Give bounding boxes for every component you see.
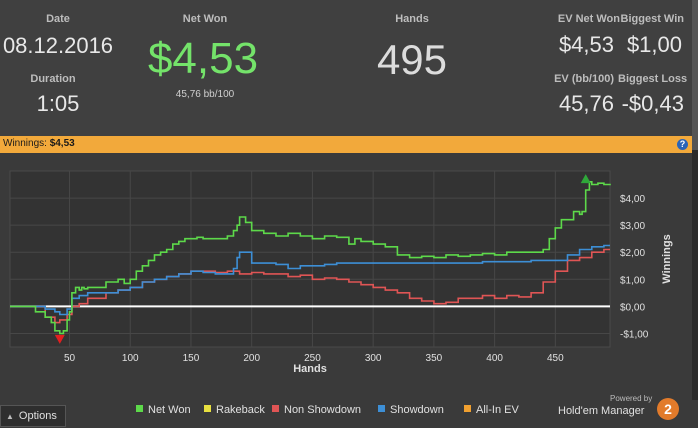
x-tick-label: 100 (122, 353, 139, 364)
y-tick-label: $0,00 (620, 302, 645, 313)
x-tick-label: 450 (547, 353, 564, 364)
legend-item-non-showdown[interactable]: Non Showdown (272, 404, 361, 420)
session-stats-panel: Date 08.12.2016 Duration 1:05 Net Won $4… (0, 0, 698, 136)
winnings-label: Winnings: (3, 138, 47, 149)
y-tick-label: $2,00 (620, 248, 645, 259)
legend-swatch-icon (204, 405, 211, 412)
chart-markers (54, 174, 591, 344)
scrollbar-thumb[interactable] (692, 0, 698, 150)
ev-bb100-label: EV (bb/100) (554, 73, 614, 85)
winnings-value: $4,53 (49, 138, 75, 149)
net-won-bb100: 45,76 bb/100 (175, 89, 235, 100)
hands-label: Hands (395, 13, 429, 25)
legend-label: Showdown (390, 404, 444, 416)
legend-item-showdown[interactable]: Showdown (378, 404, 444, 420)
biggest-loss-label: Biggest Loss (618, 73, 688, 85)
date-value: 08.12.2016 (2, 33, 114, 58)
ev-net-won-value: $4,53 (558, 32, 614, 57)
vertical-scrollbar[interactable] (692, 0, 698, 428)
x-axis-ticks: 50 100 150 200 250 300 350 400 450 (64, 353, 564, 364)
legend-label: Non Showdown (284, 404, 362, 416)
winnings-chart: 50 100 150 200 250 300 350 400 450 -$1,00 $0,00 $1… (9, 170, 673, 375)
y-axis-label: Winnings (661, 234, 673, 283)
y-tick-label: $3,00 (620, 221, 645, 232)
biggest-win-label: Biggest Win (620, 13, 684, 25)
hands-value: 495 (376, 36, 448, 83)
x-tick-label: 200 (243, 353, 260, 364)
y-tick-label: -$1,00 (620, 329, 649, 340)
series-line-non-showdown (10, 248, 610, 324)
chevron-up-icon: ▲ (6, 412, 14, 421)
legend-swatch-icon (464, 405, 471, 412)
legend-item-rakeback[interactable]: Rakeback (204, 404, 265, 420)
series-line-showdown (10, 244, 610, 316)
date-label: Date (46, 13, 70, 25)
x-tick-label: 150 (183, 353, 200, 364)
y-tick-label: $4,00 (620, 194, 645, 205)
x-tick-label: 350 (426, 353, 443, 364)
x-tick-label: 250 (304, 353, 321, 364)
duration-value: 1:05 (36, 91, 80, 116)
legend-swatch-icon (136, 405, 143, 412)
legend-swatch-icon (378, 405, 385, 412)
powered-by-text: Powered by (610, 394, 653, 403)
brand-name: Hold'em Manager (558, 405, 645, 417)
x-tick-label: 400 (486, 353, 503, 364)
x-tick-label: 50 (64, 353, 76, 364)
net-won-value: $4,53 (147, 34, 259, 83)
ev-bb100-value: 45,76 (558, 91, 614, 116)
legend-item-net-won[interactable]: Net Won (136, 404, 191, 420)
winnings-chart-area: 50 100 150 200 250 300 350 400 450 -$1,00 $0,00 $1… (0, 153, 692, 400)
legend-label: All-In EV (476, 404, 519, 416)
footer-bar (0, 400, 698, 428)
chart-series (10, 181, 611, 335)
x-tick-label: 300 (365, 353, 382, 364)
options-button[interactable]: ▲ Options (0, 405, 66, 427)
min-marker-icon (54, 334, 65, 344)
max-marker-icon (580, 174, 591, 184)
biggest-win-value: $1,00 (626, 32, 682, 57)
legend-label: Net Won (148, 404, 191, 416)
ev-net-won-label: EV Net Won (557, 13, 620, 25)
duration-label: Duration (30, 73, 76, 85)
winnings-bar-text: Winnings: $4,53 (3, 138, 75, 149)
hm2-logo-icon: 2 (657, 398, 679, 420)
y-tick-label: $1,00 (620, 275, 645, 286)
legend-item-all-in-ev[interactable]: All-In EV (464, 404, 519, 420)
options-label: Options (18, 410, 57, 422)
series-line-net-won (10, 181, 611, 335)
winnings-bar: Winnings: $4,53 ? (0, 136, 692, 153)
help-icon[interactable]: ? (677, 139, 688, 150)
y-axis-ticks: -$1,00 $0,00 $1,00 $2,00 $3,00 $4,00 (620, 194, 649, 340)
legend-label: Rakeback (216, 404, 265, 416)
biggest-loss-value: -$0,43 (621, 91, 684, 116)
chart-plot-background (9, 170, 611, 348)
x-axis-label: Hands (293, 363, 327, 375)
net-won-label: Net Won (182, 13, 228, 25)
legend-swatch-icon (272, 405, 279, 412)
